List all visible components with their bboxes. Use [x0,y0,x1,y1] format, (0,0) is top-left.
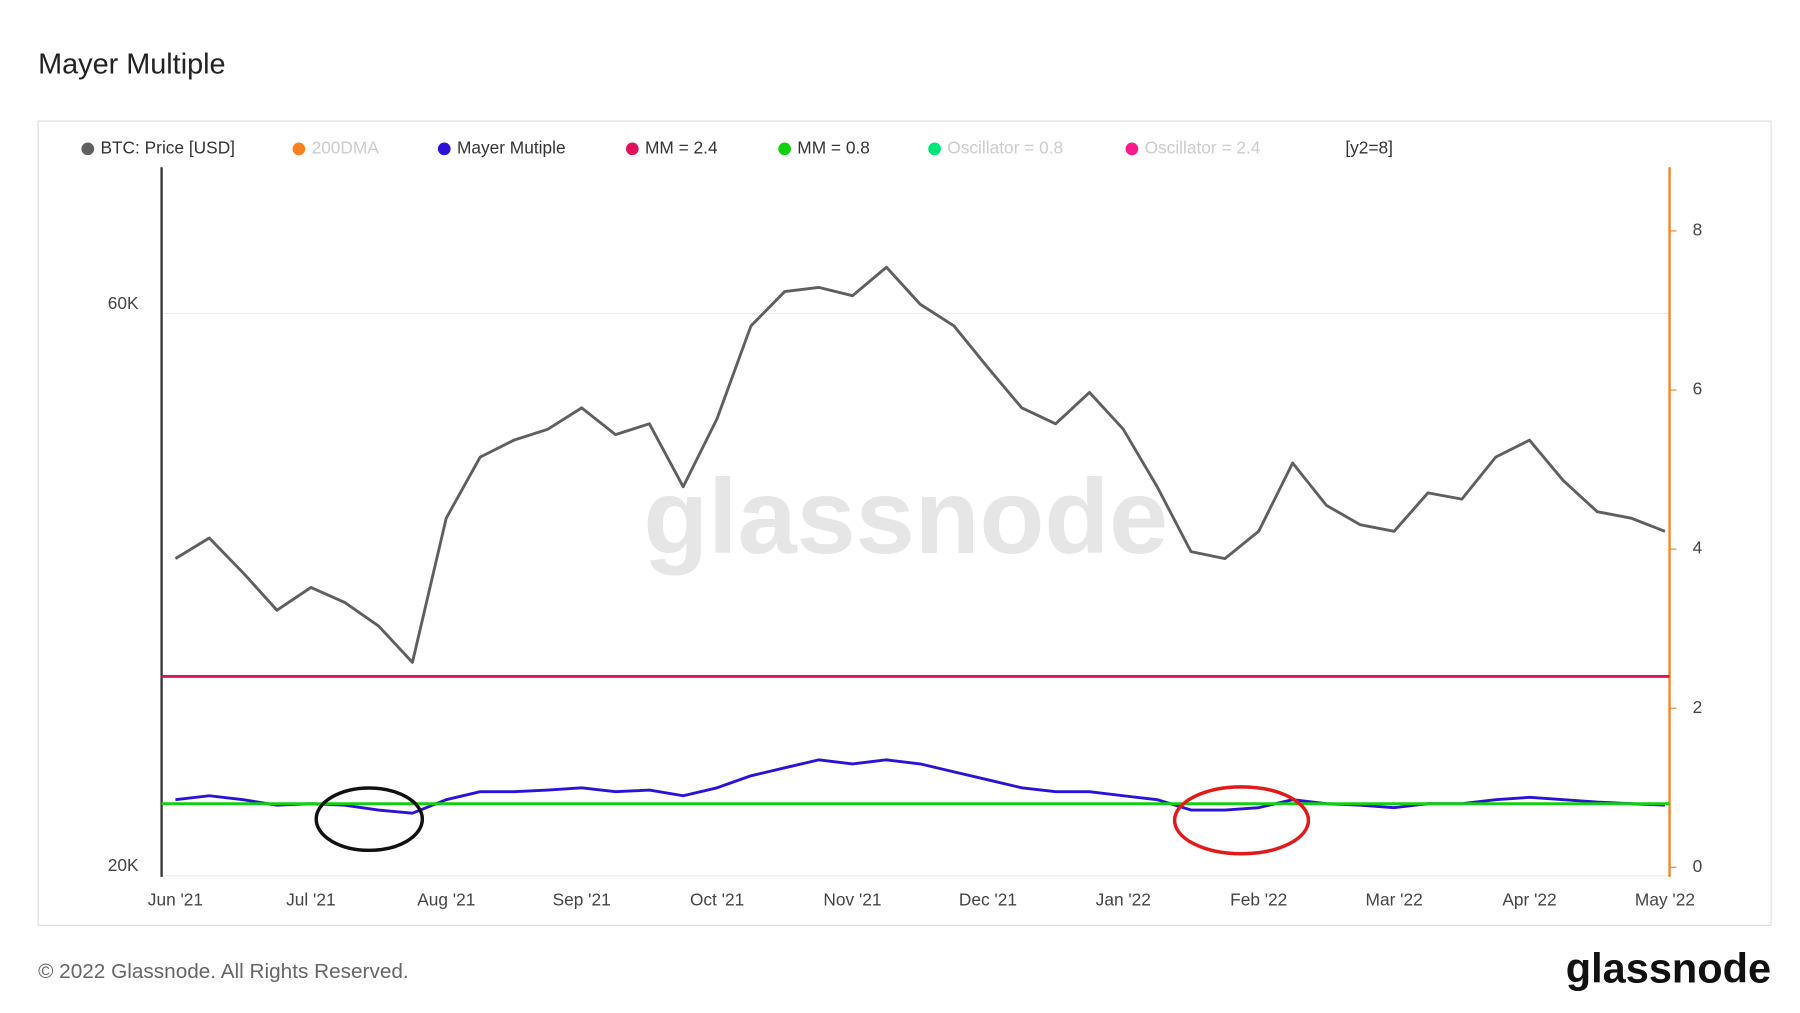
legend-label[interactable]: 200DMA [312,137,380,157]
chart-frame [37,120,1772,926]
annotation-ellipse [1172,785,1311,856]
legend-marker [437,142,451,156]
brand-logo: glassnode [1566,944,1771,991]
y2-tick-label: 4 [1693,538,1703,558]
legend-label[interactable]: Oscillator = 2.4 [1145,137,1261,157]
plot-area: 20K 60K 0 2 4 6 8 Jun '21 Jul '21 Aug '21 Sep '21 O… [108,167,1703,910]
y2-tick-label: 6 [1693,379,1703,399]
x-tick-label: Jun '21 [148,890,203,910]
x-tick-label: Dec '21 [959,890,1017,910]
legend-label[interactable]: MM = 2.4 [645,137,718,157]
footer: © 2022 Glassnode. All Rights Reserved. [38,960,409,983]
legend-marker [292,142,306,156]
legend-marker [778,142,791,156]
y2-tick-label: 2 [1693,697,1703,717]
x-tick-label: May '22 [1635,890,1695,910]
legend-note: [y2=8] [1345,137,1393,157]
x-tick-label: Aug '21 [417,890,475,910]
x-tick-label: Mar '22 [1366,890,1423,910]
x-tick-label: Apr '22 [1502,890,1556,910]
y2-tick-label: 0 [1693,856,1703,876]
series-line [174,265,1666,664]
x-tick-label: Oct '21 [690,890,744,910]
legend-marker [81,142,95,156]
x-tick-label: Feb '22 [1230,890,1287,910]
watermark: glassnode [643,458,1168,576]
legend-marker [625,142,639,156]
legend-marker [928,142,941,156]
y2-tick-label: 8 [1693,219,1703,239]
legend-label[interactable]: MM = 0.8 [797,137,870,157]
legend-marker [1125,142,1139,156]
x-tick-label: Jul '21 [286,890,335,910]
y-tick-label: 20K [108,855,139,875]
legend-label[interactable]: Mayer Mutiple [457,137,566,157]
x-tick-label: Sep '21 [553,890,611,910]
chart-title: Mayer Multiple [38,48,225,80]
legend-label[interactable]: Oscillator = 0.8 [947,137,1063,157]
x-tick-label: Jan '22 [1096,890,1151,910]
x-tick-label: Nov '21 [823,890,881,910]
annotation-ellipse [314,786,425,853]
y-tick-label: 60K [108,293,139,313]
legend-label[interactable]: BTC: Price [USD] [100,137,235,157]
